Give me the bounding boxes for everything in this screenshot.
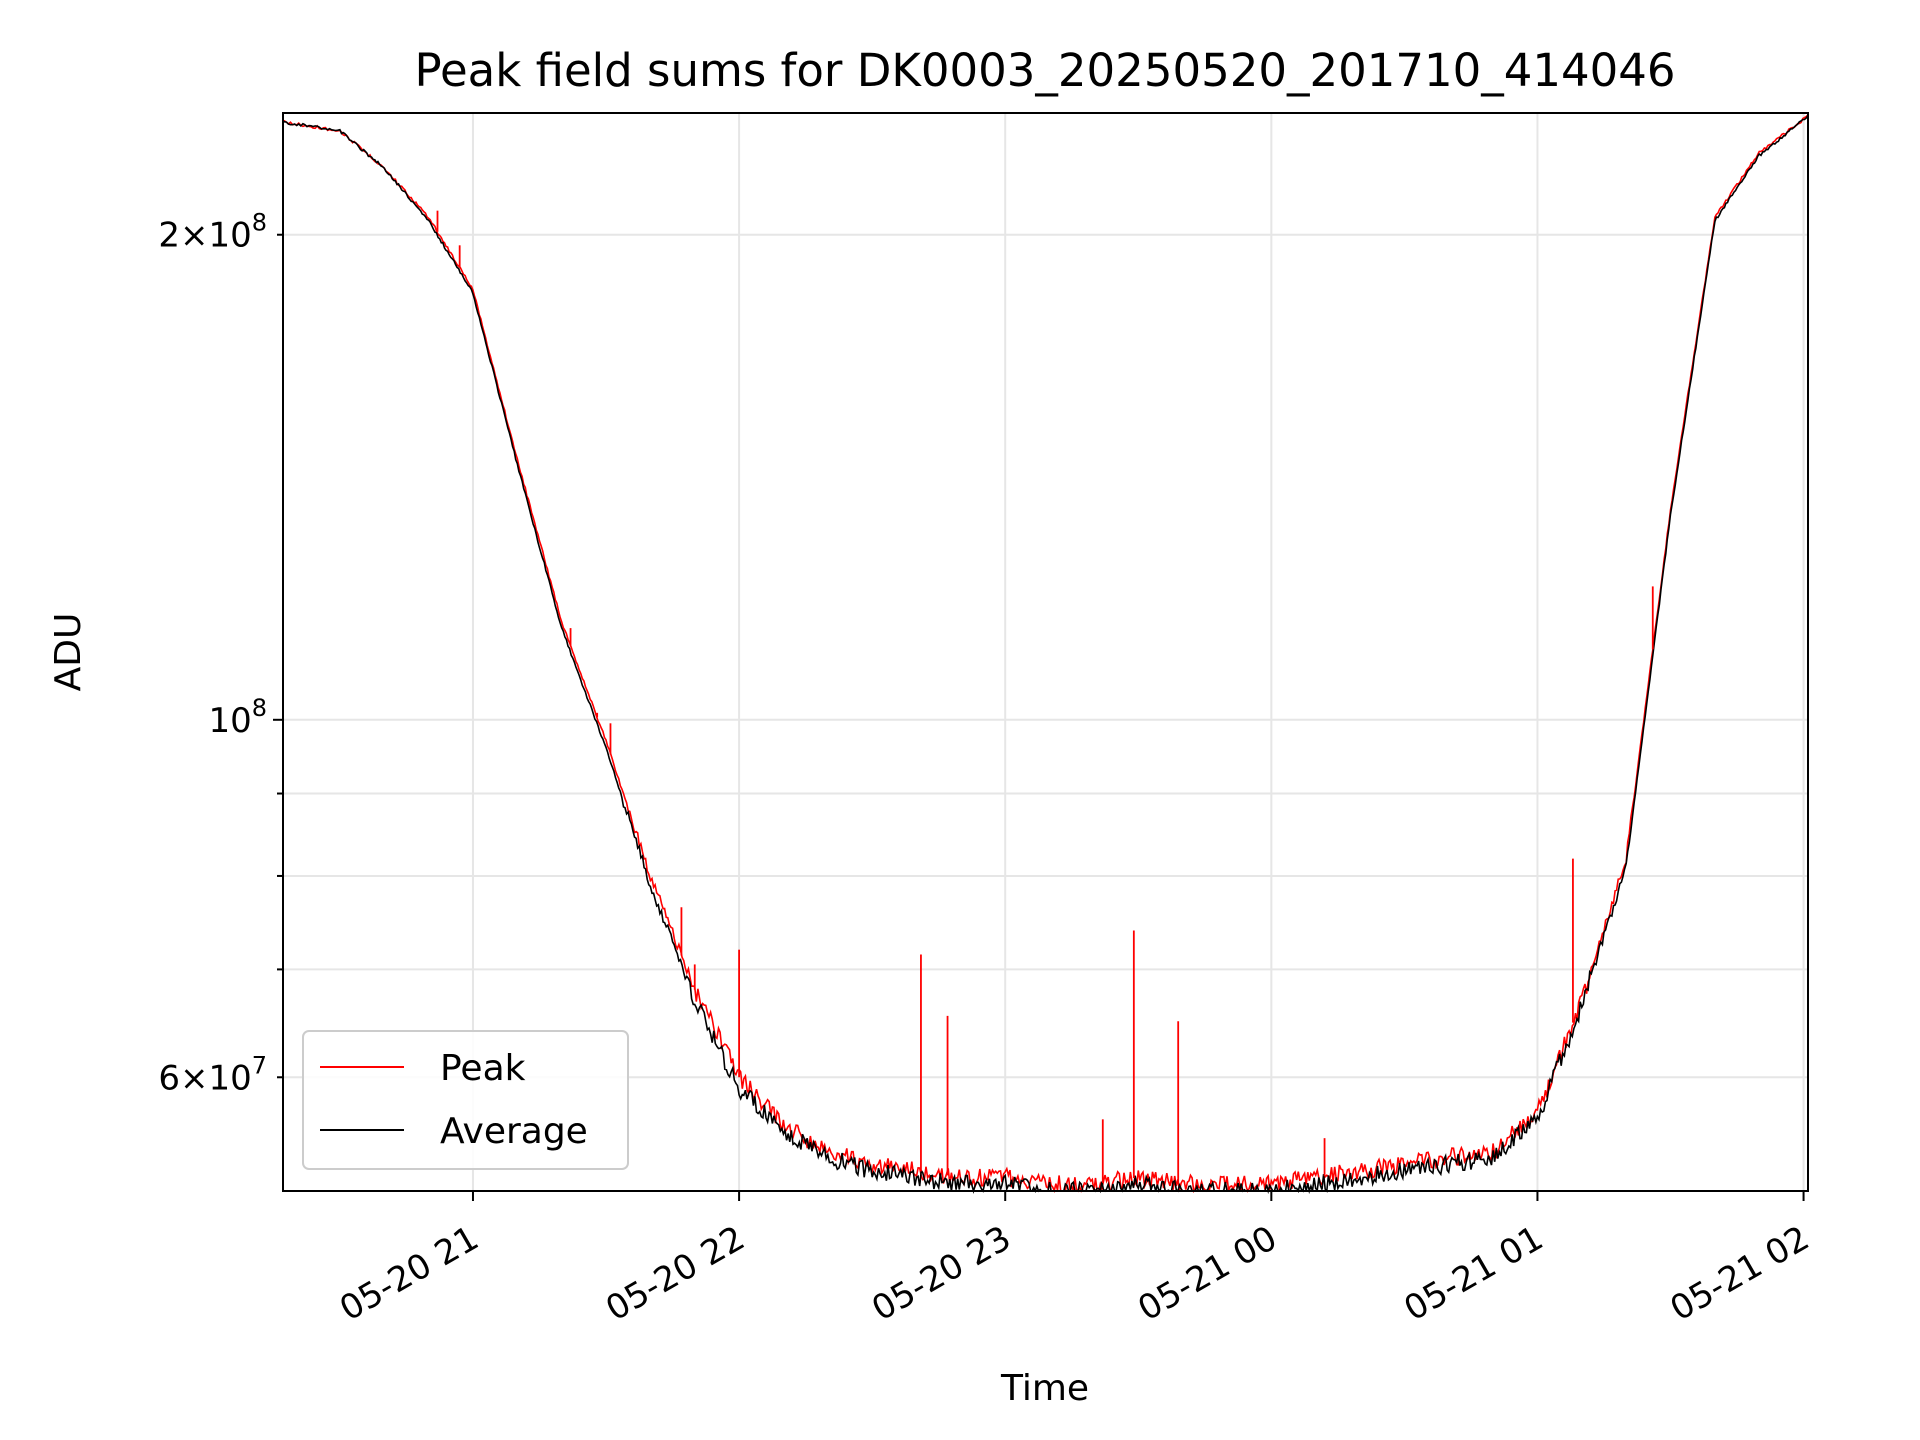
plot-frame [282, 112, 1809, 1192]
x-axis-label: Time [1000, 1368, 1089, 1409]
legend-average-label: Average [440, 1111, 588, 1152]
legend: Peak Average [302, 1030, 629, 1170]
series-average-line [282, 115, 1809, 1195]
series-layer [281, 114, 1809, 1195]
chart-title: Peak field sums for DK0003_20250520_2017… [414, 44, 1675, 97]
legend-box [302, 1030, 629, 1170]
y-axis-label: ADU [48, 613, 89, 692]
y-tick-label: 2×108 [158, 209, 267, 256]
y-tick-label: 108 [208, 694, 267, 741]
legend-peak-label: Peak [440, 1048, 526, 1089]
y-tick-label: 6×107 [158, 1051, 267, 1098]
y-axis: 2×108 6×107 108 [158, 209, 283, 1098]
